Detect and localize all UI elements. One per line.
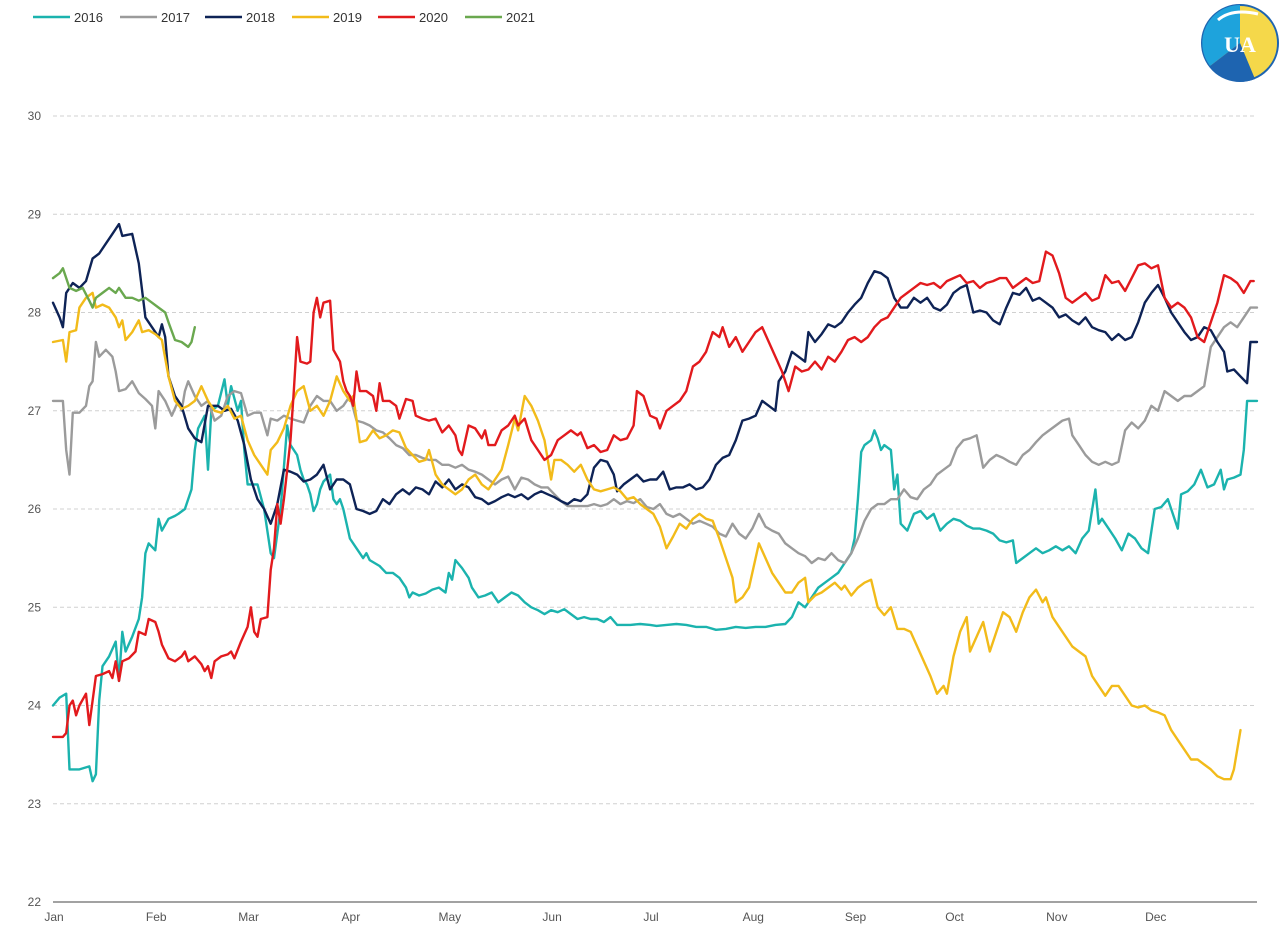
x-tick-label: Oct — [945, 910, 964, 924]
series-line-2020 — [51, 250, 1255, 739]
series-line-2016 — [51, 378, 1259, 783]
y-tick-label: 23 — [28, 797, 42, 811]
grid — [53, 115, 1257, 805]
x-tick-label: Nov — [1046, 910, 1067, 924]
logo-text: UA — [1224, 32, 1256, 57]
x-tick-label: Apr — [342, 910, 361, 924]
y-tick-label: 28 — [28, 306, 42, 320]
x-tick-label: Mar — [238, 910, 259, 924]
legend-label-2017: 2017 — [161, 10, 190, 25]
legend-label-2020: 2020 — [419, 10, 448, 25]
legend: 2016 2017 2018 2019 2020 2021 — [33, 10, 535, 25]
logo-icon: UA — [1201, 4, 1279, 82]
legend-label-2019: 2019 — [333, 10, 362, 25]
x-tick-label: Jan — [44, 910, 63, 924]
series-lines — [51, 222, 1259, 783]
x-tick-label: Aug — [743, 910, 764, 924]
y-tick-label: 25 — [28, 600, 42, 614]
x-tick-label: Sep — [845, 910, 867, 924]
x-tick-label: May — [438, 910, 461, 924]
y-tick-label: 24 — [28, 699, 42, 713]
y-tick-label: 29 — [28, 207, 42, 221]
y-tick-label: 30 — [28, 109, 42, 123]
legend-label-2018: 2018 — [246, 10, 275, 25]
y-tick-label: 27 — [28, 404, 42, 418]
series-line-2018 — [51, 222, 1259, 525]
series-line-2021 — [51, 267, 197, 349]
y-tick-label: 26 — [28, 502, 42, 516]
series-line-2017 — [51, 306, 1259, 565]
x-tick-label: Jul — [643, 910, 658, 924]
x-tick-label: Dec — [1145, 910, 1166, 924]
legend-label-2021: 2021 — [506, 10, 535, 25]
series-line-2019 — [51, 291, 1242, 781]
y-tick-label: 22 — [28, 895, 42, 909]
x-tick-label: Jun — [542, 910, 561, 924]
axes: 22 23 24 25 26 27 28 29 30 Jan Feb Mar Apr May Jun Jul A… — [28, 109, 1257, 924]
legend-label-2016: 2016 — [74, 10, 103, 25]
x-tick-label: Feb — [146, 910, 167, 924]
